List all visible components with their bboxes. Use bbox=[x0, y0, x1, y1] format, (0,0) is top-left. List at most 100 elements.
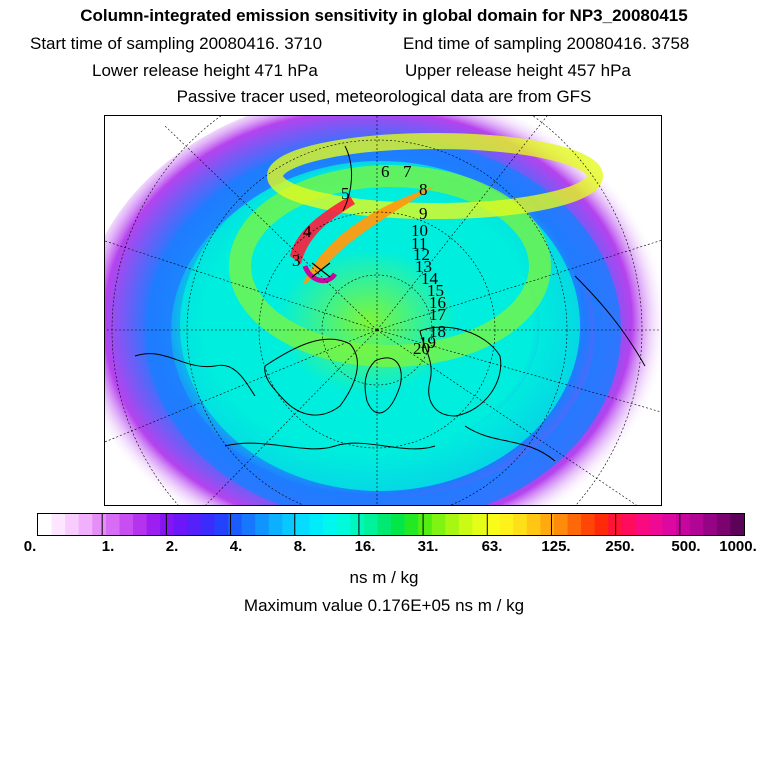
colorbar-swatch bbox=[458, 514, 474, 535]
colorbar-swatch bbox=[689, 514, 704, 535]
traj-label: 16 bbox=[429, 293, 446, 312]
colorbar-tick-label: 31. bbox=[417, 538, 439, 555]
traj-label: 4 bbox=[303, 222, 312, 241]
colorbar-swatch bbox=[648, 514, 664, 535]
traj-label: 19 bbox=[419, 333, 436, 352]
traj-label: 11 bbox=[411, 234, 427, 253]
colorbar-swatch bbox=[540, 514, 555, 535]
colorbar-swatch bbox=[486, 514, 501, 535]
colorbar-swatch bbox=[323, 514, 338, 535]
colorbar-tick-label: 2. bbox=[165, 538, 179, 555]
plume-red bbox=[290, 196, 355, 264]
colorbar-swatch bbox=[703, 514, 718, 535]
colorbar-swatch bbox=[200, 514, 216, 535]
colorbar-swatch bbox=[78, 514, 93, 535]
colorbar-swatch bbox=[295, 514, 311, 535]
traj-label: 13 bbox=[415, 257, 432, 276]
colorbar-units: ns m / kg bbox=[349, 568, 419, 587]
colorbar-swatch bbox=[350, 514, 365, 535]
traj-label: 5 bbox=[341, 184, 350, 203]
colorbar-swatch bbox=[241, 514, 256, 535]
trajectory-labels: 3 4 5 6 7 8 9 10 11 12 13 14 15 16 17 18… bbox=[292, 162, 447, 358]
colorbar-swatch bbox=[472, 514, 487, 535]
colorbar-swatch bbox=[309, 514, 324, 535]
colorbar-swatch bbox=[65, 514, 80, 535]
colorbar-swatch bbox=[404, 514, 419, 535]
colorbar-tick-label: 1000. bbox=[719, 538, 757, 555]
polar-map[interactable]: 3 4 5 6 7 8 9 10 11 12 13 14 15 16 17 18… bbox=[104, 115, 662, 506]
colorbar bbox=[37, 513, 745, 536]
colorbar-swatch bbox=[187, 514, 202, 535]
colorbar-swatch bbox=[418, 514, 433, 535]
release-point-marker bbox=[311, 262, 331, 278]
traj-label: 10 bbox=[411, 221, 428, 240]
colorbar-tick-label: 8. bbox=[293, 538, 307, 555]
colorbar-swatch bbox=[730, 514, 744, 535]
colorbar-tick-label: 1. bbox=[101, 538, 115, 555]
colorbar-swatch bbox=[377, 514, 392, 535]
colorbar-swatch bbox=[133, 514, 148, 535]
colorbar-swatch bbox=[282, 514, 297, 535]
traj-label: 14 bbox=[421, 269, 439, 288]
colorbar-swatch bbox=[51, 514, 66, 535]
traj-label: 8 bbox=[419, 180, 428, 199]
maximum-value-text: Maximum value 0.176E+05 ns m / kg bbox=[243, 596, 525, 615]
colorbar-swatch bbox=[119, 514, 134, 535]
colorbar-swatch bbox=[553, 514, 569, 535]
colorbar-swatch bbox=[173, 514, 188, 535]
colorbar-swatch bbox=[214, 514, 229, 535]
colorbar-swatch bbox=[268, 514, 283, 535]
start-time-text: Start time of sampling 20080416. 3710 bbox=[30, 34, 323, 53]
colorbar-swatch bbox=[716, 514, 732, 535]
end-time-text: End time of sampling 20080416. 3758 bbox=[403, 34, 690, 53]
green-ring bbox=[229, 165, 551, 367]
map-svg: 3 4 5 6 7 8 9 10 11 12 13 14 15 16 17 18… bbox=[105, 116, 661, 505]
traj-label: 7 bbox=[403, 162, 412, 181]
colorbar-swatch bbox=[662, 514, 677, 535]
colorbar-tick-label: 4. bbox=[229, 538, 243, 555]
colorbar-swatch bbox=[621, 514, 636, 535]
colorbar-swatch bbox=[336, 514, 351, 535]
colorbar-swatch bbox=[255, 514, 270, 535]
plume-magenta bbox=[302, 264, 338, 284]
traj-label: 6 bbox=[381, 162, 390, 181]
colorbar-swatch bbox=[445, 514, 460, 535]
traj-label: 20 bbox=[413, 339, 430, 358]
colorbar-swatch bbox=[431, 514, 446, 535]
traj-label: 18 bbox=[429, 322, 446, 341]
colorbar-svg bbox=[38, 514, 744, 535]
colorbar-swatch bbox=[391, 514, 406, 535]
colorbar-tick-label: 16. bbox=[354, 538, 376, 555]
graticule bbox=[105, 116, 661, 505]
traj-label: 3 bbox=[292, 251, 301, 270]
tracer-note-text: Passive tracer used, meteorological data… bbox=[176, 87, 592, 106]
colorbar-swatch bbox=[146, 514, 161, 535]
colorbar-swatch bbox=[38, 514, 53, 535]
coastlines bbox=[134, 145, 646, 462]
colorbar-swatch bbox=[160, 514, 175, 535]
colorbar-swatch bbox=[581, 514, 596, 535]
colorbar-swatch bbox=[513, 514, 528, 535]
colorbar-tick-label: 250. bbox=[605, 538, 635, 555]
colorbar-swatch bbox=[594, 514, 609, 535]
colorbar-tick-label: 125. bbox=[541, 538, 571, 555]
traj-label: 9 bbox=[419, 204, 428, 223]
blue-ring bbox=[145, 138, 621, 505]
colorbar-swatch bbox=[363, 514, 379, 535]
colorbar-swatch bbox=[676, 514, 691, 535]
plot-title: Column-integrated emission sensitivity i… bbox=[80, 6, 688, 25]
colorbar-swatch bbox=[499, 514, 514, 535]
colorbar-swatch bbox=[567, 514, 582, 535]
lower-release-height-text: Lower release height 471 hPa bbox=[92, 61, 318, 80]
colorbar-swatch bbox=[92, 514, 107, 535]
colorbar-swatch bbox=[635, 514, 650, 535]
colorbar-tick-label: 0. bbox=[23, 538, 37, 555]
colorbar-swatch bbox=[105, 514, 121, 535]
traj-label: 17 bbox=[429, 305, 447, 324]
traj-label: 15 bbox=[427, 281, 444, 300]
traj-label: 12 bbox=[413, 245, 430, 264]
upper-release-height-text: Upper release height 457 hPa bbox=[405, 61, 631, 80]
colorbar-tick-label: 63. bbox=[481, 538, 503, 555]
colorbar-swatch bbox=[526, 514, 541, 535]
colorbar-swatch bbox=[228, 514, 243, 535]
